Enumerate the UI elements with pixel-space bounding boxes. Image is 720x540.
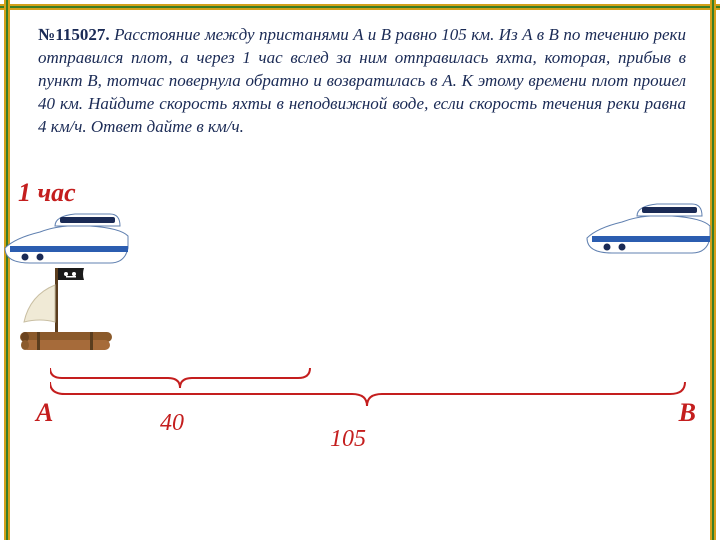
distance-40-label: 40 [160, 410, 184, 437]
raft-icon [12, 260, 117, 355]
distance-braces [50, 358, 695, 448]
problem-text: №115027. Расстояние между пристанями A и… [38, 24, 686, 139]
border-left [4, 0, 10, 540]
problem-body: Расстояние между пристанями A и B равно … [38, 25, 686, 136]
border-top [0, 4, 720, 10]
point-b-label: B [679, 398, 696, 428]
problem-number: №115027. [38, 25, 110, 44]
yacht-right-icon [582, 198, 712, 258]
point-a-label: A [36, 398, 53, 428]
border-right [710, 0, 716, 540]
yacht-left-icon [0, 208, 130, 268]
distance-105-label: 105 [330, 426, 366, 453]
time-label: 1 час [18, 178, 76, 208]
